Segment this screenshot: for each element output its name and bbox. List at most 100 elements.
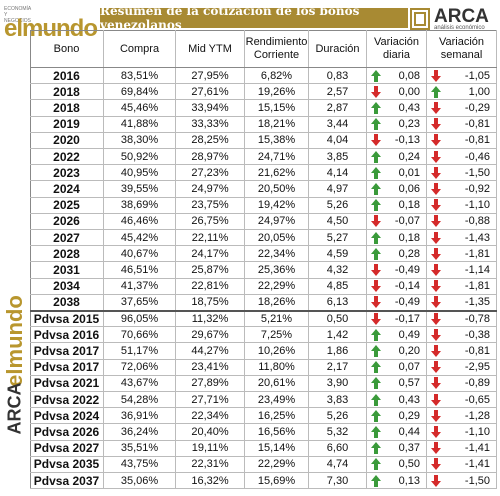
table-cell: 20,40% (176, 424, 245, 441)
table-cell: -1,50 (427, 165, 497, 182)
cell-text: 43,75% (120, 458, 159, 471)
table-cell: 3,83 (309, 392, 367, 409)
arrow-up (371, 361, 381, 374)
cell-text: -2,95 (464, 361, 490, 374)
arrow-down (431, 166, 441, 179)
table-cell: 0,83 (309, 68, 367, 85)
cell-text: -1,14 (464, 263, 490, 276)
cell-text: -0,14 (394, 280, 420, 293)
cell-text: 38,30% (120, 134, 159, 147)
arrow-down (431, 231, 441, 244)
cell-text: 2018 (53, 84, 80, 99)
table-cell: 22,11% (176, 230, 245, 247)
table-cell: 37,65% (104, 294, 176, 311)
table-cell: 41,37% (104, 278, 176, 295)
logo-left: ECONOMÍA Y NEGOCIOS elmundo (4, 6, 98, 44)
table-cell: 2027 (30, 230, 104, 247)
cell-text: 50,92% (120, 150, 159, 163)
arrow-down (371, 296, 381, 309)
table-cell: 2016 (30, 68, 104, 85)
column-header: Duración (309, 30, 367, 68)
cell-text: 3,85 (326, 150, 349, 163)
cell-text: -0,07 (394, 215, 420, 228)
table-cell: 39,55% (104, 181, 176, 198)
table-cell: 2022 (30, 149, 104, 166)
arrow-down (431, 134, 441, 147)
cell-text: 0,06 (398, 182, 420, 195)
cell-text: 2,17 (326, 361, 349, 374)
table-cell: 2026 (30, 213, 104, 230)
table-cell: 4,74 (309, 456, 367, 473)
table-cell: 20,61% (245, 375, 309, 392)
table-cell: Pdvsa 2024 (30, 408, 104, 425)
column-header: Bono (30, 30, 104, 68)
table-cell: 1,00 (427, 84, 497, 101)
table-cell: 46,51% (104, 262, 176, 279)
table-cell: 2,87 (309, 100, 367, 117)
table-cell: 2025 (30, 197, 104, 214)
table-cell: 2018 (30, 84, 104, 101)
table-cell: 27,23% (176, 165, 245, 182)
cell-text: -1,05 (464, 69, 490, 82)
cell-text: 18,75% (191, 296, 229, 309)
arrow-down (431, 263, 441, 276)
arrow-up (371, 474, 381, 487)
arrow-down (431, 69, 441, 82)
arrow-up (371, 199, 381, 212)
cell-text: 5,21% (260, 312, 293, 325)
cell-text: 2028 (53, 246, 80, 261)
table-cell: 0,01 (367, 165, 427, 182)
column-header-text: Variación semanal (438, 36, 485, 61)
arrow-down (371, 85, 381, 98)
cell-text: -0,89 (464, 377, 490, 390)
cell-text: 2026 (53, 214, 80, 229)
table-cell: 0,20 (367, 343, 427, 360)
table-cell: 15,14% (245, 440, 309, 457)
cell-text: 25,87% (191, 263, 229, 276)
table-cell: 45,46% (104, 100, 176, 117)
table-cell: 24,97% (176, 181, 245, 198)
cell-text: 0,28 (398, 247, 420, 260)
table-cell: 0,18 (367, 230, 427, 247)
table-cell: 7,25% (245, 327, 309, 344)
cell-text: 41,88% (120, 118, 159, 131)
table-cell: 23,49% (245, 392, 309, 409)
cell-text: 23,49% (257, 393, 296, 406)
cell-text: 36,91% (120, 409, 159, 422)
table-cell: 22,29% (245, 278, 309, 295)
arrow-down (371, 134, 381, 147)
table-cell: 21,62% (245, 165, 309, 182)
table-cell: 18,75% (176, 294, 245, 311)
table-cell: 25,87% (176, 262, 245, 279)
table-cell: 4,59 (309, 246, 367, 263)
arrow-down (431, 344, 441, 357)
cell-text: 46,51% (120, 263, 159, 276)
cell-text: Pdvsa 2035 (33, 457, 100, 472)
cell-text: 2,87 (326, 101, 349, 114)
table-cell: 23,41% (176, 359, 245, 376)
table-cell: -0,65 (427, 392, 497, 409)
table-cell: -1,41 (427, 440, 497, 457)
table-cell: 27,89% (176, 375, 245, 392)
cell-text: 16,25% (257, 409, 296, 422)
cell-text: 0,24 (398, 150, 420, 163)
cell-text: 4,14 (326, 166, 349, 179)
cell-text: 0,43 (398, 101, 420, 114)
cell-text: Pdvsa 2017 (33, 343, 100, 358)
table-cell: 24,71% (245, 149, 309, 166)
table-cell: 16,25% (245, 408, 309, 425)
table-cell: 16,56% (245, 424, 309, 441)
cell-text: -1,28 (464, 409, 490, 422)
table-cell: -0,81 (427, 132, 497, 149)
cell-text: 51,17% (120, 344, 159, 357)
cell-text: 11,80% (258, 361, 295, 374)
table-cell: -0,14 (367, 278, 427, 295)
table-cell: -1,41 (427, 456, 497, 473)
cell-text: 0,50 (326, 312, 349, 325)
cell-text: -1,10 (464, 199, 490, 212)
table-cell: -1,50 (427, 473, 497, 490)
side-logo-right: ARCA (4, 382, 25, 435)
cell-text: 5,32 (326, 425, 349, 438)
table-cell: 3,85 (309, 149, 367, 166)
table-cell: 38,69% (104, 197, 176, 214)
